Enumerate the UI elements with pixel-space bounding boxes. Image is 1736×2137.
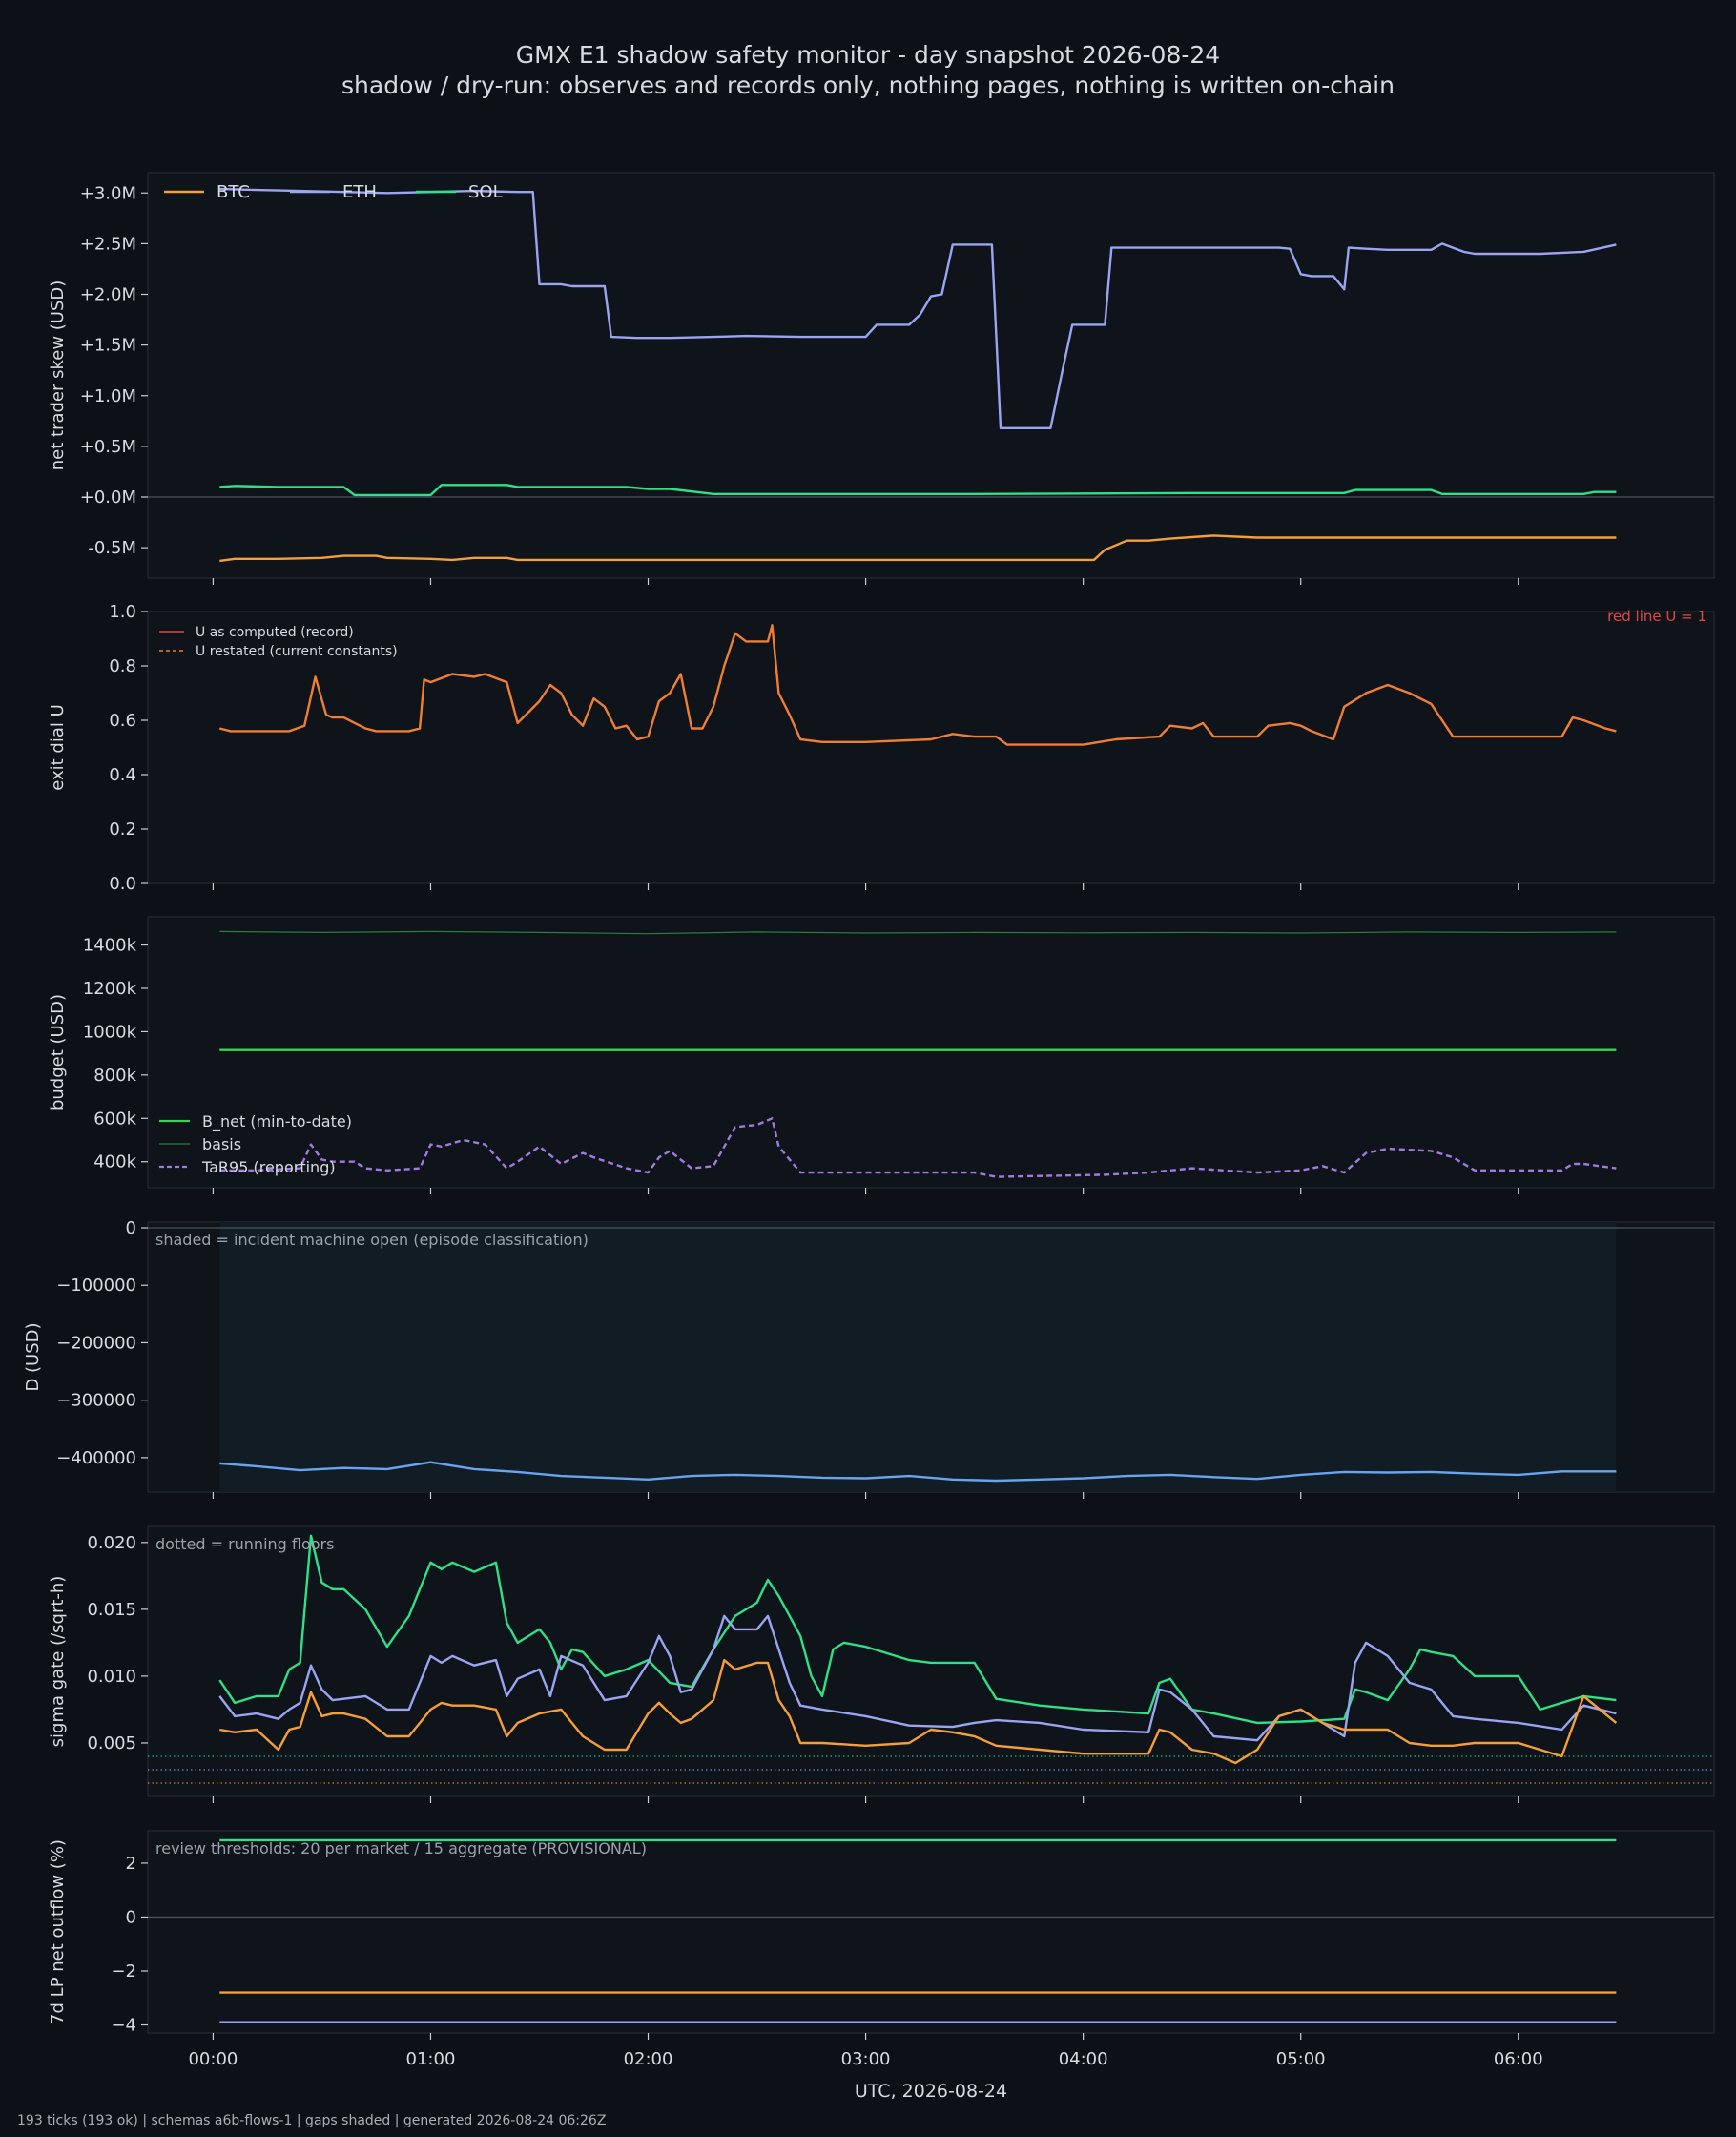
y-tick-label: -0.5M: [88, 538, 136, 558]
panel-drawdown: −400000 −300000 −200000 −100000 0 D (USD) shad…: [23, 1218, 1715, 1499]
panel-sigma_gate: 0.005 0.010 0.015 0.020 sigma gate (/sqrt-h)…: [48, 1525, 1715, 1803]
y-tick-label: 0.020: [87, 1533, 136, 1553]
y-tick-label: −200000: [56, 1333, 136, 1353]
x-tick-label: 06:00: [1494, 2049, 1543, 2069]
x-tick-label: 05:00: [1276, 2049, 1326, 2069]
legend-label: U as computed (record): [196, 625, 354, 640]
series-group: [218, 1534, 1618, 1765]
series-group: [213, 612, 1714, 746]
y-tick-label: 0.2: [109, 820, 136, 840]
y-tick-label: +1.5M: [80, 336, 136, 356]
y-tick-label: −4: [111, 2016, 136, 2036]
x-tick-label: 02:00: [624, 2049, 673, 2069]
panel-annotation: review thresholds: 20 per market / 15 ag…: [155, 1839, 647, 1857]
y-tick-label: +0.0M: [80, 488, 136, 508]
y-axis-label: net trader skew (USD): [48, 280, 68, 471]
y-tick-label: 0.8: [109, 656, 136, 676]
series-group: [219, 187, 1617, 563]
x-tick-label: 04:00: [1059, 2049, 1108, 2069]
panel-frame: [147, 916, 1715, 1189]
x-tick-label: 00:00: [188, 2049, 238, 2069]
series-line-eth: [219, 187, 1617, 429]
panel-frame: [147, 1830, 1715, 2034]
series-line-d: [219, 1461, 1617, 1483]
y-tick-label: 0: [126, 1907, 136, 1927]
x-tick-label: 03:00: [841, 2049, 891, 2069]
panel-frame: [147, 1525, 1715, 1797]
panel-skew: -0.5M +0.0M +0.5M +1.0M +1.5M +2.0M +2.5M +3.0M…: [48, 172, 1715, 585]
y-tick-label: +0.5M: [80, 437, 136, 457]
y-tick-label: +2.5M: [80, 234, 136, 254]
legend-label: U restated (current constants): [196, 644, 398, 659]
series-line-u-restated-current-constants-: [219, 624, 1617, 746]
y-tick-label: −400000: [56, 1448, 136, 1468]
legend-label: TaR95 (reporting): [201, 1158, 336, 1176]
y-tick-label: 1200k: [83, 979, 137, 999]
red-line-annotation: red line U = 1: [1607, 608, 1706, 625]
y-tick-label: 1000k: [83, 1022, 137, 1042]
series-line-sol: [218, 1534, 1617, 1725]
series-line-basis: [219, 930, 1617, 935]
chart-title: GMX E1 shadow safety monitor - day snaps…: [515, 41, 1221, 69]
series-line-sol: [219, 484, 1617, 497]
y-tick-label: +1.0M: [80, 386, 136, 406]
y-tick-label: 0.6: [109, 711, 136, 731]
panel-budget: 400k 600k 800k 1000k 1200k 1400k budget (USD) B…: [48, 916, 1715, 1194]
y-tick-label: 1400k: [83, 936, 137, 956]
y-axis-label: budget (USD): [48, 994, 68, 1110]
y-axis-label: D (USD): [23, 1322, 43, 1391]
y-tick-label: 0.010: [87, 1667, 136, 1687]
y-tick-label: 0.005: [87, 1733, 136, 1753]
legend-label: ETH: [342, 182, 377, 202]
y-tick-label: 2: [126, 1854, 136, 1874]
series-line-eth: [218, 1614, 1617, 1742]
series-line-btc: [219, 1658, 1618, 1765]
y-tick-label: 800k: [93, 1066, 136, 1086]
y-tick-label: −100000: [56, 1276, 136, 1296]
x-axis-label: UTC, 2026-08-24: [855, 2081, 1007, 2102]
panel-annotation: shaded = incident machine open (episode …: [155, 1231, 589, 1249]
panel-lp_outflow: −4 −2 0 2 7d LP net outflow (%) review thresh…: [48, 1830, 1715, 2102]
chart-subtitle: shadow / dry-run: observes and records o…: [341, 72, 1395, 99]
legend-label: B_net (min-to-date): [202, 1112, 352, 1131]
incident-shade: [219, 1222, 1617, 1492]
panel-annotation: dotted = running floors: [155, 1535, 334, 1553]
series-line-btc: [219, 534, 1617, 563]
y-axis-label: 7d LP net outflow (%): [48, 1839, 68, 2024]
y-tick-label: 600k: [93, 1109, 136, 1129]
y-tick-label: 0.4: [109, 765, 136, 785]
y-tick-label: −2: [111, 1961, 136, 1981]
legend-label: BTC: [217, 182, 250, 202]
y-axis-label: exit dial U: [48, 704, 68, 791]
x-tick-label: 01:00: [406, 2049, 456, 2069]
y-tick-label: 0.015: [87, 1600, 136, 1620]
y-tick-label: +3.0M: [80, 183, 136, 203]
legend-label: basis: [202, 1135, 241, 1153]
legend-label: SOL: [468, 182, 503, 202]
panel-exit_dial: 0.0 0.2 0.4 0.6 0.8 1.0 exit dial U red line U …: [48, 602, 1715, 894]
y-tick-label: 0: [126, 1218, 136, 1238]
panel-frame: [147, 611, 1715, 884]
y-axis-label: sigma gate (/sqrt-h): [48, 1576, 68, 1748]
y-tick-label: +2.0M: [80, 285, 136, 305]
status-footer: 193 ticks (193 ok) | schemas a6b-flows-1…: [17, 2113, 607, 2128]
series-group: [219, 930, 1617, 1178]
y-tick-label: 1.0: [109, 602, 136, 622]
series-group: [219, 1838, 1617, 2023]
y-tick-label: 400k: [93, 1152, 136, 1172]
y-tick-label: 0.0: [109, 874, 136, 894]
y-tick-label: −300000: [56, 1391, 136, 1411]
panel-frame: [147, 172, 1715, 579]
series-group: [219, 1461, 1617, 1483]
